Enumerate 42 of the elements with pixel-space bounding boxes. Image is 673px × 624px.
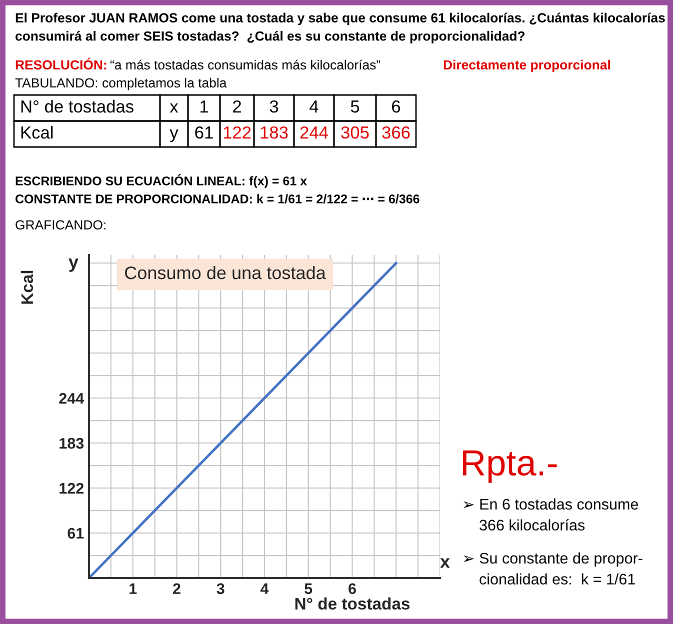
- text: 244: [300, 126, 328, 138]
- text: Directamente proporcional: [444, 60, 610, 72]
- text: y: [170, 129, 178, 142]
- y-tick-label: 244: [59, 392, 84, 404]
- text: ESCRIBIENDO SU ECUACIÓN LINEAL: f(x) = 61 x: [16, 174, 307, 188]
- x-tick-label: 2: [173, 583, 180, 594]
- x-tick-label: 6: [348, 583, 356, 594]
- x-tick-label: 3: [216, 583, 224, 594]
- text: 122: [224, 126, 251, 138]
- y-tick-label: 61: [68, 528, 84, 539]
- text: 5: [350, 100, 360, 113]
- text: El Profesor JUAN RAMOS come una tostada y sabe que consume 61 kilocalorías. ¿Cuántas kilocalorías consumirá al comer SEIS tostadas? ¿Cuál es su constante de proporcionalidad?: [16, 12, 665, 44]
- text: ➢ En 6 tostadas consume 366 kilocalorías: [464, 498, 638, 531]
- text: 1: [200, 100, 208, 112]
- text: 2: [233, 100, 241, 112]
- text: 3: [270, 100, 278, 113]
- text: Kcal: [21, 126, 53, 139]
- text: 61: [195, 126, 213, 139]
- text: “a más tostadas consumidas más kilocalorías”: [110, 60, 380, 70]
- text: 366: [382, 126, 410, 139]
- y-axis-title: Kcal: [20, 270, 34, 304]
- x-tick-label: 1: [130, 583, 137, 594]
- text: TABULANDO: completamos la tabla: [15, 78, 227, 90]
- y-tick-label: 183: [60, 438, 84, 449]
- text: ➢ Su constante de propor- cionalidad es: k = 1/61: [464, 552, 642, 585]
- text: y: [68, 258, 78, 272]
- x-tick-label: 5: [304, 583, 312, 594]
- text: 183: [260, 126, 288, 139]
- text: RESOLUCIÓN:: [16, 58, 106, 70]
- text: Rpta.-: [462, 450, 557, 483]
- text: CONSTANTE DE PROPORCIONALIDAD: k = 1/61 = 2/122 = ⋯ = 6/366: [16, 194, 420, 204]
- text: N° de tostadas: [21, 100, 134, 113]
- text: 6: [392, 100, 400, 113]
- text: x: [440, 558, 450, 568]
- x-axis-title: N° de tostadas: [295, 597, 410, 610]
- y-tick-label: 122: [60, 482, 84, 494]
- text: GRAFICANDO:: [16, 220, 106, 230]
- text: x: [170, 103, 178, 112]
- x-tick-label: 4: [260, 583, 269, 594]
- text: 305: [341, 126, 369, 139]
- chart-title: Consumo de una tostada: [125, 266, 326, 280]
- text: 4: [310, 100, 318, 112]
